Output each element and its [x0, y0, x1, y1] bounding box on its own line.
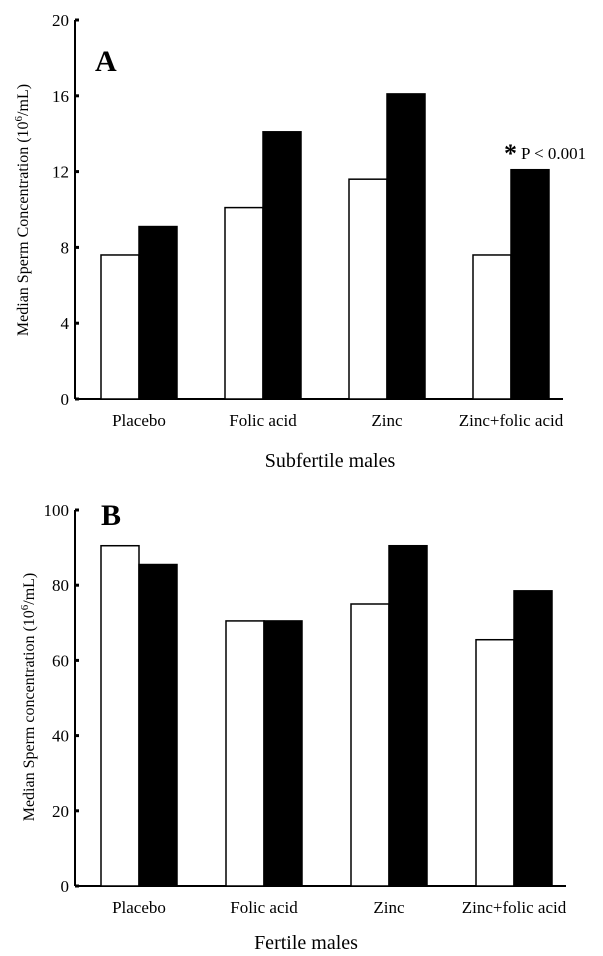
x-axis-label: Fertile males: [254, 932, 358, 954]
y-tick-label: 40: [52, 727, 69, 746]
y-tick-label: 12: [52, 163, 69, 182]
x-axis-label: Subfertile males: [265, 450, 396, 472]
x-tick-label: Zinc: [373, 898, 405, 917]
x-tick-label: Placebo: [112, 411, 166, 430]
bar-open: [225, 620, 265, 887]
bar-filled: [262, 131, 302, 400]
bar-filled: [138, 225, 178, 400]
bar-filled: [386, 93, 426, 400]
y-tick-label: 100: [44, 501, 70, 520]
panel-a-chart: A Median Sperm Concentration (106/mL) Su…: [13, 11, 586, 472]
bar-open: [224, 206, 264, 400]
bar-filled: [510, 168, 550, 400]
y-tick-label: 8: [61, 238, 70, 257]
y-tick-label: 80: [52, 576, 69, 595]
x-tick-label: Folic acid: [229, 411, 297, 430]
y-tick-label: 60: [52, 651, 69, 670]
x-tick-label: Zinc: [371, 411, 403, 430]
bar-filled: [513, 590, 553, 887]
x-tick-label: Placebo: [112, 898, 166, 917]
bar-open: [348, 178, 388, 400]
bar-open: [350, 603, 390, 887]
panel-b-chart: B Median Sperm concentration (106/mL) Fe…: [19, 499, 567, 954]
x-tick-label: Folic acid: [230, 898, 298, 917]
x-tick-label: Zinc+folic acid: [462, 898, 567, 917]
bar-filled: [263, 620, 303, 887]
y-axis-label: Median Sperm Concentration (106/mL): [13, 84, 32, 336]
y-tick-label: 16: [52, 87, 69, 106]
bar-open: [100, 254, 140, 400]
significance-star: *: [504, 139, 517, 168]
bar-filled: [138, 563, 178, 887]
y-tick-label: 0: [61, 390, 70, 409]
bar-filled: [388, 544, 428, 887]
x-tick-label: Zinc+folic acid: [459, 411, 564, 430]
y-tick-label: 20: [52, 802, 69, 821]
panel-letter: B: [101, 499, 121, 532]
y-tick-label: 4: [61, 314, 70, 333]
bar-open: [472, 254, 512, 400]
y-tick-label: 20: [52, 11, 69, 30]
bar-open: [100, 544, 140, 887]
y-tick-label: 0: [61, 877, 70, 896]
bar-open: [475, 638, 515, 887]
significance-annotation: P < 0.001: [521, 144, 586, 163]
panel-letter: A: [95, 45, 117, 78]
y-axis-label: Median Sperm concentration (106/mL): [19, 573, 38, 822]
